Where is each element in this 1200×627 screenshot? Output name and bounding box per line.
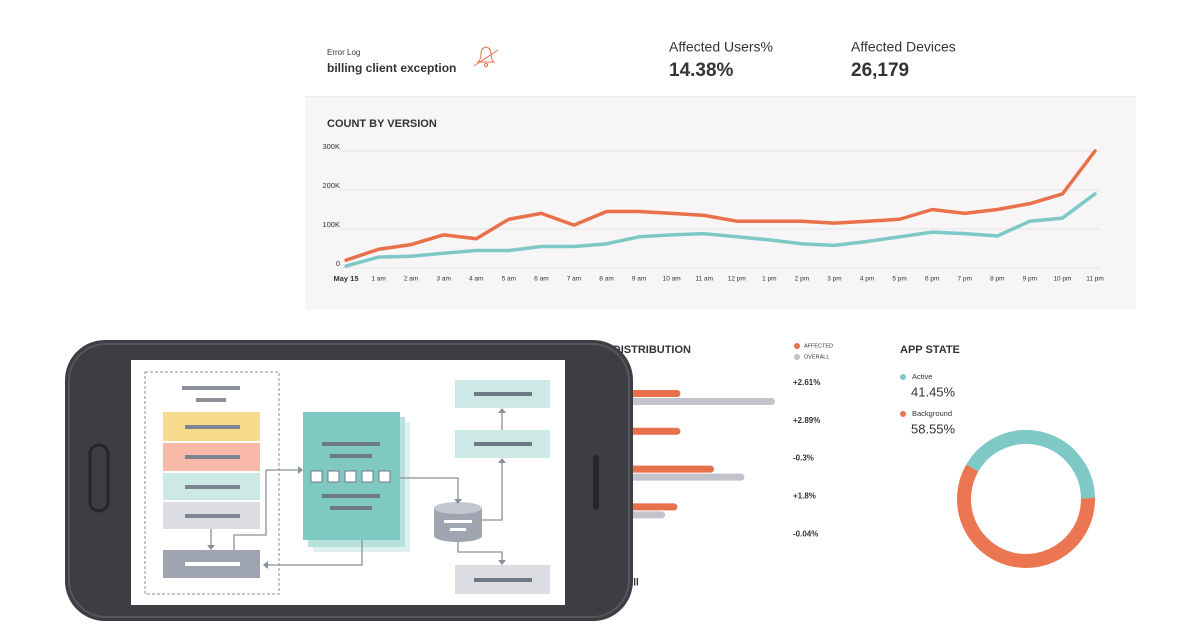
bar-label: +1.8% [793,492,816,501]
diagram-line [182,386,240,390]
line-panel [305,97,1136,310]
legend-label: Active [912,372,932,381]
bar-label: +2.61% [793,378,820,387]
y-tick-label: 100K [322,220,340,229]
x-tick-label: 10 am [663,276,681,283]
legend-dot [794,343,800,349]
x-tick-label: 3 pm [827,276,841,283]
x-tick-label: 7 pm [958,276,972,283]
diagram-lines [185,425,240,518]
x-tick-label: 6 am [534,276,548,283]
metric-value: 14.38% [669,60,734,81]
doc-squares [310,470,391,483]
arrow-heads [207,408,506,569]
bar-label: -0.04% [793,529,818,538]
x-tick-label: 4 pm [860,276,874,283]
x-tick-label: 5 am [502,276,516,283]
series-line [344,192,1097,268]
legend-dot [900,374,906,380]
bar-label: -0.3% [793,454,814,463]
doc-lines [322,442,380,510]
x-tick-label: 7 am [567,276,581,283]
x-tick-label: 6 pm [925,276,939,283]
y-tick-label: 200K [322,181,340,190]
x-tick-label: 8 am [599,276,613,283]
chart-title: APP STATE [900,344,960,356]
legend-label: OVERALL [804,354,829,360]
x-tick-label: 1 am [371,276,385,283]
x-tick-label: 9 am [632,276,646,283]
legend-label: Background [912,409,952,418]
speaker [593,455,599,510]
metric-label: Affected Users% [669,39,773,55]
error-log-label: Error Log [327,48,360,57]
chart-title: DISTRIBUTION [613,344,691,356]
series-line [344,149,1097,262]
phone-edge [68,343,630,618]
database [434,502,482,542]
x-tick-label: 3 am [436,276,450,283]
legend-value: 41.45% [911,384,956,399]
diagram-arrows [210,412,503,566]
x-tick-label: 10 pm [1053,276,1071,283]
metric-value: 26,179 [851,60,909,81]
error-name: billing client exception [327,61,456,75]
legend-value: 58.55% [911,421,956,436]
x-tick-label: 12 pm [728,276,746,283]
legend-dot [794,354,800,360]
y-tick-label: 300K [322,142,340,151]
legend-label: AFFECTED [804,343,833,349]
x-tick-label: 2 pm [795,276,809,283]
x-tick-label: 4 am [469,276,483,283]
y-tick-label: 0 [336,259,340,268]
divider [305,96,1136,97]
donut-segment [966,430,1095,499]
legend-dot [900,411,906,417]
home-button [88,443,110,513]
dashed-group [144,371,280,595]
bell-icon [473,46,499,67]
x-tick-label: 11 am [695,276,713,283]
diagram-lines [474,392,532,582]
phone [65,340,633,621]
donut-segment [957,464,1095,568]
x-tick-label: 9 pm [1023,276,1037,283]
diagram-line [185,562,240,566]
diagram-line [196,398,226,402]
x-tick-label: 8 pm [990,276,1004,283]
x-tick-label: May 15 [333,274,358,283]
header-panel [305,8,1136,96]
metric-label: Affected Devices [851,39,956,55]
chart-title: COUNT BY VERSION [327,118,437,130]
x-tick-label: 11 pm [1086,276,1104,283]
x-tick-label: 1 pm [762,276,776,283]
x-tick-label: 2 am [404,276,418,283]
bar-label: +2.89% [793,416,820,425]
x-tick-label: 5 pm [892,276,906,283]
